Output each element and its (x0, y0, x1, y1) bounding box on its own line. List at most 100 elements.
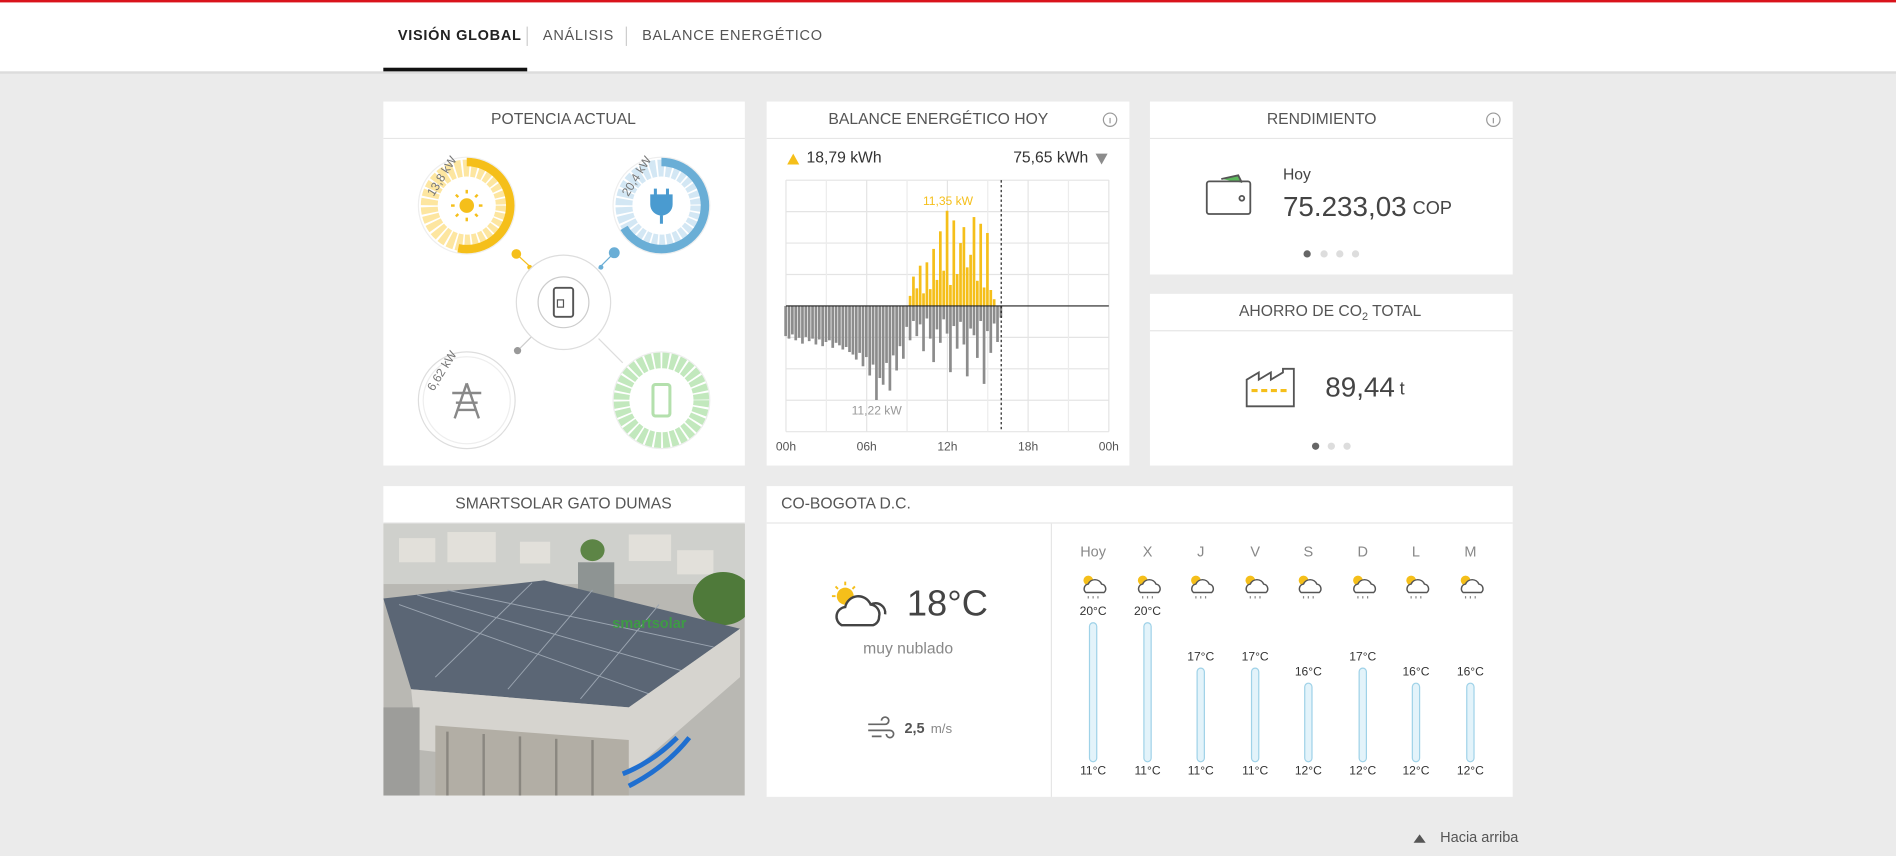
earnings-unit: COP (1413, 198, 1452, 218)
forecast-cloud (1083, 578, 1107, 594)
bar (992, 305, 996, 324)
bar (828, 305, 831, 341)
ring-outline (612, 351, 711, 450)
bar (898, 305, 902, 347)
low-temp: 12°C (1402, 764, 1429, 778)
forecast-cloud (1353, 578, 1377, 594)
bar (959, 243, 962, 306)
forecast-rain (1142, 596, 1153, 599)
bar (875, 305, 878, 400)
header (0, 0, 1896, 72)
weather-icon-large (831, 581, 887, 627)
info-icon[interactable] (1486, 112, 1501, 127)
forecast-day: S (1304, 544, 1314, 560)
bar (851, 305, 855, 355)
wind-speed: 2,5 (904, 721, 924, 737)
bar (891, 305, 895, 356)
sun-rays (451, 189, 483, 222)
ring-pale (420, 159, 513, 252)
panel (766, 486, 1513, 797)
bar (932, 248, 935, 306)
bar (912, 276, 915, 306)
pager-dot[interactable] (1303, 250, 1311, 258)
bar (841, 305, 845, 350)
ring-inner (422, 356, 511, 445)
pager-dot[interactable] (1343, 442, 1351, 450)
forecast-rain (1302, 596, 1314, 599)
bar (935, 279, 939, 306)
bar (925, 305, 929, 319)
x-tick-label: 00h (1099, 440, 1119, 454)
high-temp: 16°C (1457, 665, 1484, 679)
flow-dot (608, 247, 620, 259)
bar (952, 305, 956, 327)
tab-active[interactable]: VISIÓN GLOBAL (398, 26, 522, 44)
high-temp: 16°C (1402, 665, 1429, 679)
forecast-cloud (1298, 578, 1322, 594)
pager-dot[interactable] (1351, 250, 1360, 258)
bar (881, 305, 885, 385)
pager-dot[interactable] (1327, 442, 1335, 450)
x-tick-label: 00h (776, 440, 796, 454)
site-photo: smartsolar (383, 523, 745, 796)
bar (962, 305, 966, 345)
tab[interactable]: BALANCE ENERGÉTICO (642, 27, 823, 44)
peak-label: 11,35 kW (923, 194, 974, 208)
bar (949, 305, 952, 373)
bar (834, 305, 838, 343)
low-temp: 11°C (1242, 764, 1268, 778)
pager-dot[interactable] (1320, 250, 1328, 258)
bar (952, 220, 956, 306)
top-bar (0, 0, 1896, 3)
flow-dot (511, 249, 522, 259)
bar (854, 305, 858, 360)
bar (868, 305, 872, 376)
wind: 2,5 m/s (904, 721, 952, 737)
forecast-rain (1464, 596, 1476, 599)
bar (905, 305, 909, 327)
bar (888, 305, 892, 391)
bar (949, 284, 952, 306)
x-tick-label: 06h (857, 440, 877, 454)
bar (922, 293, 925, 306)
forecast-day: V (1250, 544, 1260, 560)
forecast-day: J (1197, 544, 1204, 560)
co2-saving: 89,44 t (1325, 372, 1404, 403)
back-to-top[interactable]: Hacia arriba (1440, 830, 1519, 846)
high-temp: 17°C (1242, 649, 1269, 663)
bar (895, 305, 898, 371)
high-temp: 16°C (1295, 665, 1322, 679)
pager-dot[interactable] (1336, 250, 1344, 258)
bar (975, 305, 979, 358)
co2-value: 89,44 (1325, 372, 1395, 403)
up-arrow (1413, 834, 1426, 843)
forecast-rain (1195, 596, 1207, 599)
photo-logo: smartsolar (612, 616, 687, 632)
bar (814, 305, 818, 345)
bar (838, 305, 841, 346)
low-temp: 11°C (1188, 764, 1214, 778)
inverter-icon (552, 286, 575, 318)
bar (989, 289, 993, 306)
bar (922, 305, 925, 352)
tab[interactable]: ANÁLISIS (543, 27, 614, 44)
bar (794, 305, 798, 341)
co2-unit: t (1400, 378, 1405, 398)
forecast-rain (1410, 596, 1422, 599)
bar (821, 305, 824, 347)
pager-dot[interactable] (1311, 442, 1320, 450)
tab-underline (383, 67, 528, 72)
bar (804, 305, 808, 337)
ring-strong (418, 157, 515, 254)
earnings: 75.233,03 COP (1283, 192, 1452, 223)
wallet-icon (1205, 174, 1252, 215)
bar (955, 274, 959, 306)
bar (982, 287, 986, 306)
bar (939, 231, 942, 306)
forecast-cloud (1137, 578, 1161, 594)
bar (787, 305, 791, 339)
info-icon[interactable] (1102, 112, 1118, 127)
bar (928, 289, 932, 306)
bar (918, 265, 922, 306)
